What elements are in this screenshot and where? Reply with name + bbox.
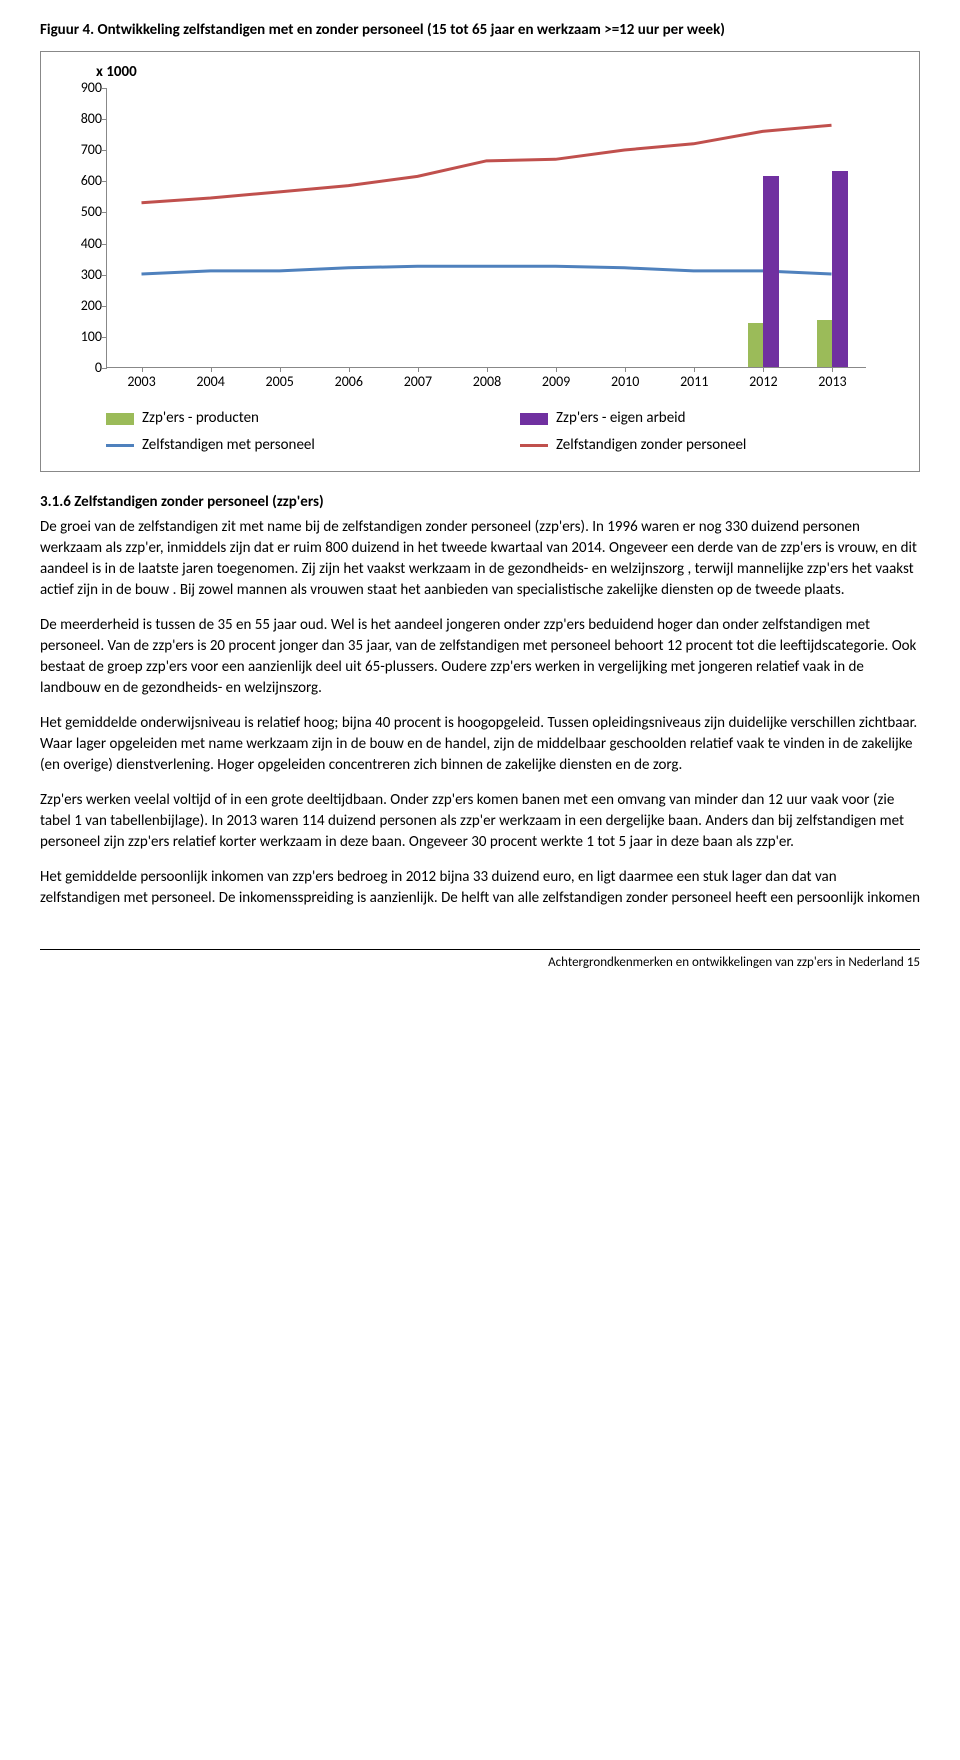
x-tick-label: 2013	[818, 372, 846, 392]
bar	[748, 323, 763, 367]
x-tick-label: 2006	[335, 372, 363, 392]
y-tick-label: 800	[57, 109, 102, 129]
x-tick-label: 2011	[680, 372, 708, 392]
bar	[817, 320, 832, 367]
legend-item: Zelfstandigen met personeel	[106, 435, 490, 456]
chart-plot: 0100200300400500600700800900200320042005…	[106, 88, 866, 368]
paragraph: De groei van de zelfstandigen zit met na…	[40, 517, 920, 601]
legend-label: Zelfstandigen met personeel	[142, 435, 315, 456]
bar	[832, 171, 847, 367]
legend-line-icon	[106, 444, 134, 447]
legend-item: Zelfstandigen zonder personeel	[520, 435, 904, 456]
y-tick-label: 200	[57, 296, 102, 316]
legend-item: Zzp'ers - producten	[106, 408, 490, 429]
legend-label: Zelfstandigen zonder personeel	[556, 435, 746, 456]
legend-item: Zzp'ers - eigen arbeid	[520, 408, 904, 429]
legend-swatch	[520, 413, 548, 425]
x-tick-label: 2004	[196, 372, 224, 392]
y-tick-label: 900	[57, 78, 102, 98]
y-tick-label: 300	[57, 265, 102, 285]
page-footer: Achtergrondkenmerken en ontwikkelingen v…	[40, 949, 920, 972]
paragraph: Zzp'ers werken veelal voltijd of in een …	[40, 790, 920, 853]
line-series	[142, 266, 832, 274]
y-tick-label: 100	[57, 327, 102, 347]
line-series	[142, 125, 832, 203]
legend-label: Zzp'ers - eigen arbeid	[556, 408, 685, 429]
legend-swatch	[106, 413, 134, 425]
y-tick-label: 700	[57, 140, 102, 160]
figure-title: Figuur 4. Ontwikkeling zelfstandigen met…	[40, 20, 920, 41]
x-tick-label: 2003	[127, 372, 155, 392]
bar	[763, 176, 778, 367]
x-tick-label: 2005	[266, 372, 294, 392]
y-tick-label: 600	[57, 172, 102, 192]
legend-line-icon	[520, 444, 548, 447]
paragraph: Het gemiddelde onderwijsniveau is relati…	[40, 713, 920, 776]
x-tick-label: 2009	[542, 372, 570, 392]
x-tick-label: 2007	[404, 372, 432, 392]
legend-label: Zzp'ers - producten	[142, 408, 259, 429]
y-tick-label: 0	[57, 358, 102, 378]
section-heading: 3.1.6 Zelfstandigen zonder personeel (zz…	[40, 492, 920, 513]
chart-legend: Zzp'ers - producten Zzp'ers - eigen arbei…	[106, 408, 904, 456]
x-tick-label: 2010	[611, 372, 639, 392]
footer-text: Achtergrondkenmerken en ontwikkelingen v…	[548, 955, 920, 970]
y-tick-label: 500	[57, 203, 102, 223]
paragraph: Het gemiddelde persoonlijk inkomen van z…	[40, 867, 920, 909]
chart-container: x 1000 010020030040050060070080090020032…	[40, 51, 920, 472]
x-tick-label: 2008	[473, 372, 501, 392]
x-tick-label: 2012	[749, 372, 777, 392]
y-axis-unit: x 1000	[96, 62, 904, 83]
paragraph: De meerderheid is tussen de 35 en 55 jaa…	[40, 615, 920, 699]
y-tick-label: 400	[57, 234, 102, 254]
